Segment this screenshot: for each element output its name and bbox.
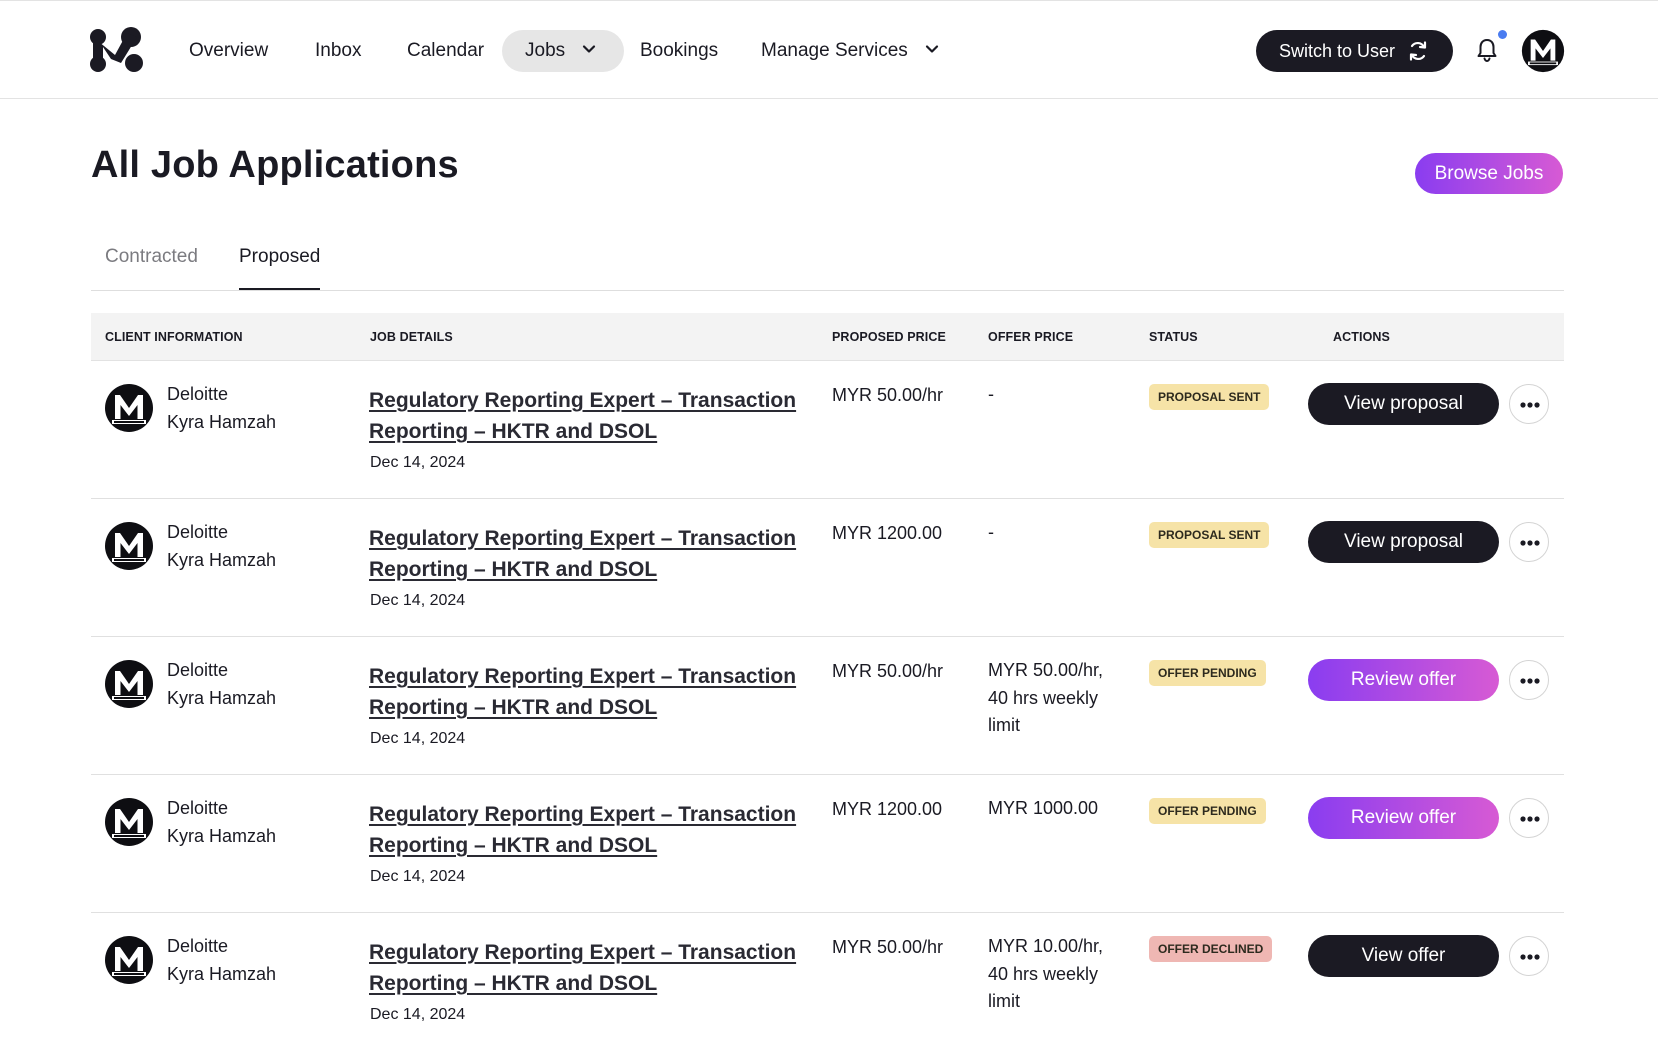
header-proposed-price: PROPOSED PRICE — [832, 330, 946, 344]
proposed-price: MYR 1200.00 — [832, 799, 943, 819]
client-name: Kyra Hamzah — [167, 964, 277, 984]
more-options-button[interactable] — [1509, 936, 1549, 976]
more-options-button[interactable] — [1509, 384, 1549, 424]
tab-proposed[interactable]: Proposed — [239, 246, 321, 267]
more-horizontal-icon — [1520, 540, 1540, 546]
header-actions: ACTIONS — [1333, 330, 1390, 344]
client-name: Kyra Hamzah — [167, 412, 277, 432]
client-avatar — [105, 798, 153, 846]
header-status: STATUS — [1149, 330, 1198, 344]
proposed-price: MYR 50.00/hr — [832, 661, 944, 681]
row-action-button[interactable]: View offer — [1308, 935, 1499, 977]
client-avatar — [105, 936, 153, 984]
proposed-price: MYR 1200.00 — [832, 523, 943, 543]
bell-icon[interactable] — [1475, 37, 1499, 63]
client-company: Deloitte — [167, 384, 229, 404]
active-tab-indicator — [239, 288, 320, 290]
job-date: Dec 14, 2024 — [370, 454, 466, 471]
more-horizontal-icon — [1520, 678, 1540, 684]
client-avatar — [105, 522, 153, 570]
table-row: Deloitte Kyra Hamzah Regulatory Reportin… — [91, 913, 1564, 1038]
job-title-link[interactable]: Regulatory Reporting Expert – Transactio… — [369, 389, 797, 443]
row-action-button[interactable]: Review offer — [1308, 797, 1499, 839]
status-badge: OFFER DECLINED — [1149, 936, 1273, 962]
browse-jobs-button[interactable]: Browse Jobs — [1415, 153, 1563, 194]
status-badge: OFFER PENDING — [1149, 798, 1266, 824]
tab-contracted[interactable]: Contracted — [105, 246, 198, 267]
offer-price: - — [988, 522, 994, 542]
row-action-button[interactable]: View proposal — [1308, 383, 1499, 425]
switch-to-user-label: Switch to User — [1279, 41, 1396, 61]
tabs-divider — [91, 290, 1564, 291]
row-action-button[interactable]: Review offer — [1308, 659, 1499, 701]
switch-to-user-button[interactable]: Switch to User — [1256, 30, 1453, 72]
more-horizontal-icon — [1520, 954, 1540, 960]
proposed-price: MYR 50.00/hr — [832, 937, 944, 957]
nav-manage-services-label: Manage Services — [761, 40, 908, 61]
more-horizontal-icon — [1520, 816, 1540, 822]
job-date: Dec 14, 2024 — [370, 730, 466, 747]
client-avatar — [105, 384, 153, 432]
chevron-down-icon — [925, 45, 939, 53]
notification-dot — [1498, 30, 1507, 39]
chevron-down-icon — [583, 45, 596, 53]
nav-jobs-label: Jobs — [525, 40, 566, 61]
header-job-details: JOB DETAILS — [370, 330, 453, 344]
header-client-information: CLIENT INFORMATION — [105, 330, 243, 344]
table-row: Deloitte Kyra Hamzah Regulatory Reportin… — [91, 499, 1564, 637]
top-navigation: Overview Inbox Calendar Jobs Bookings Ma… — [0, 0, 1658, 99]
status-badge: PROPOSAL SENT — [1149, 384, 1270, 410]
nav-bookings[interactable]: Bookings — [640, 30, 718, 72]
status-badge: OFFER PENDING — [1149, 660, 1266, 686]
row-action-button[interactable]: View proposal — [1308, 521, 1499, 563]
sync-icon — [1409, 41, 1427, 61]
table-row: Deloitte Kyra Hamzah Regulatory Reportin… — [91, 637, 1564, 775]
job-date: Dec 14, 2024 — [370, 868, 466, 885]
offer-price: MYR 50.00/hr, 40 hrs weekly limit — [988, 660, 1104, 735]
offer-price: MYR 10.00/hr, 40 hrs weekly limit — [988, 936, 1104, 1011]
page-title: All Job Applications — [91, 144, 459, 186]
client-name: Kyra Hamzah — [167, 826, 277, 846]
job-title-link[interactable]: Regulatory Reporting Expert – Transactio… — [369, 803, 797, 857]
table-row: Deloitte Kyra Hamzah Regulatory Reportin… — [91, 361, 1564, 499]
offer-price: MYR 1000.00 — [988, 798, 1099, 818]
client-name: Kyra Hamzah — [167, 550, 277, 570]
more-options-button[interactable] — [1509, 522, 1549, 562]
nav-manage-services[interactable]: Manage Services — [761, 30, 939, 72]
job-title-link[interactable]: Regulatory Reporting Expert – Transactio… — [369, 527, 797, 581]
header-offer-price: OFFER PRICE — [988, 330, 1074, 344]
job-title-link[interactable]: Regulatory Reporting Expert – Transactio… — [369, 941, 797, 995]
client-avatar — [105, 660, 153, 708]
job-date: Dec 14, 2024 — [370, 592, 466, 609]
mereka-logo-icon[interactable] — [89, 27, 145, 73]
nav-inbox[interactable]: Inbox — [315, 30, 361, 72]
offer-price: - — [988, 384, 994, 404]
table-header: CLIENT INFORMATION JOB DETAILS PROPOSED … — [91, 313, 1564, 361]
nav-calendar-label: Calendar — [407, 40, 485, 61]
more-options-button[interactable] — [1509, 798, 1549, 838]
nav-jobs[interactable]: Jobs — [502, 30, 625, 72]
client-name: Kyra Hamzah — [167, 688, 277, 708]
client-company: Deloitte — [167, 522, 229, 542]
client-company: Deloitte — [167, 660, 229, 680]
nav-overview[interactable]: Overview — [189, 30, 268, 72]
job-title-link[interactable]: Regulatory Reporting Expert – Transactio… — [369, 665, 797, 719]
table-row: Deloitte Kyra Hamzah Regulatory Reportin… — [91, 775, 1564, 913]
nav-bookings-label: Bookings — [640, 40, 719, 61]
more-horizontal-icon — [1520, 402, 1540, 408]
user-avatar[interactable] — [1521, 29, 1565, 73]
more-options-button[interactable] — [1509, 660, 1549, 700]
client-company: Deloitte — [167, 936, 229, 956]
client-company: Deloitte — [167, 798, 229, 818]
proposed-price: MYR 50.00/hr — [832, 385, 944, 405]
nav-inbox-label: Inbox — [315, 40, 362, 61]
job-date: Dec 14, 2024 — [370, 1006, 466, 1023]
status-badge: PROPOSAL SENT — [1149, 522, 1270, 548]
nav-calendar[interactable]: Calendar — [407, 30, 484, 72]
nav-overview-label: Overview — [189, 40, 269, 61]
